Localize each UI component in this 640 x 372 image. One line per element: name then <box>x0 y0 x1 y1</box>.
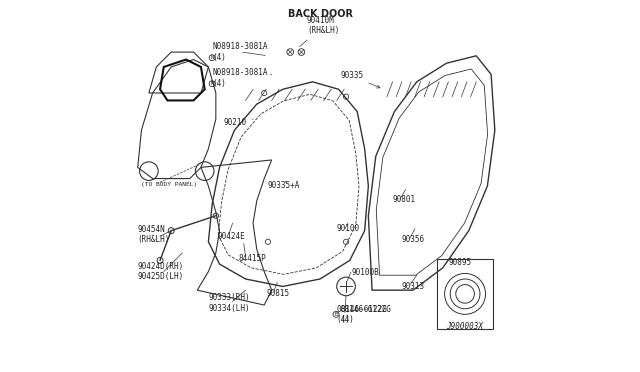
Text: 08146-6122G
(4): 08146-6122G (4) <box>337 305 388 324</box>
Text: (TO BODY PANEL): (TO BODY PANEL) <box>141 182 198 187</box>
Text: 84415P: 84415P <box>238 254 266 263</box>
Text: N08918-3081A
(4): N08918-3081A (4) <box>212 68 271 87</box>
Text: 90801: 90801 <box>392 195 415 203</box>
Text: 90335: 90335 <box>340 71 380 88</box>
Text: 90895: 90895 <box>449 258 472 267</box>
Text: 90424D(RH)
90425D(LH): 90424D(RH) 90425D(LH) <box>138 262 184 281</box>
Text: 90454N
(RH&LH): 90454N (RH&LH) <box>138 225 170 244</box>
Text: 90313: 90313 <box>402 282 425 291</box>
Text: 90356: 90356 <box>402 235 425 244</box>
Text: N: N <box>211 81 214 86</box>
Text: 08146-6122G
(4): 08146-6122G (4) <box>340 305 391 324</box>
Text: N: N <box>211 55 214 60</box>
Text: 90100B: 90100B <box>351 268 380 277</box>
Text: 90100: 90100 <box>337 224 360 233</box>
Text: 90210: 90210 <box>223 118 253 126</box>
Text: 90815: 90815 <box>266 289 289 298</box>
Text: B: B <box>335 312 337 317</box>
Text: J900003X: J900003X <box>447 322 483 331</box>
Text: BACK DOOR: BACK DOOR <box>287 9 353 19</box>
Text: 90410M
(RH&LH): 90410M (RH&LH) <box>300 16 339 46</box>
Text: N08918-3081A
(4): N08918-3081A (4) <box>212 42 268 61</box>
Text: 90333(RH)
90334(LH): 90333(RH) 90334(LH) <box>209 294 250 313</box>
Text: 90335+A: 90335+A <box>268 181 300 190</box>
Text: 90424E: 90424E <box>218 232 246 241</box>
